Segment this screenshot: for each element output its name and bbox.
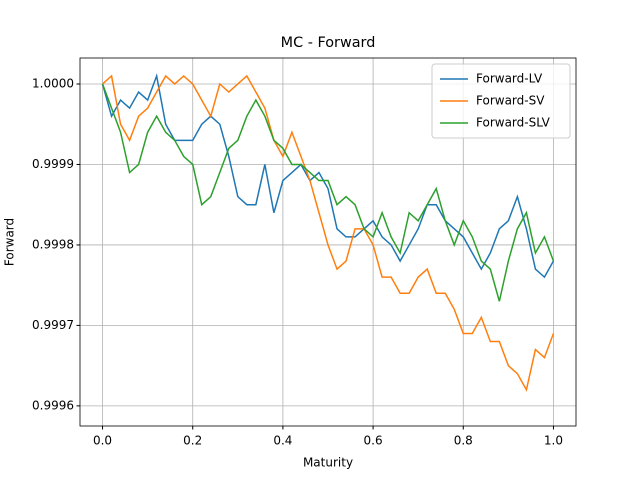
chart-title: MC - Forward bbox=[281, 35, 376, 51]
x-axis-label: Maturity bbox=[303, 456, 353, 470]
y-tick-label: 0.9999 bbox=[32, 157, 74, 171]
x-tick-label: 0.4 bbox=[273, 434, 292, 448]
series-line bbox=[102, 74, 555, 392]
x-tick-label: 0.2 bbox=[183, 434, 202, 448]
series-line bbox=[101, 73, 555, 279]
x-tick-label: 1.0 bbox=[544, 434, 563, 448]
y-tick-label: 0.9998 bbox=[32, 237, 74, 251]
y-axis-label: Forward bbox=[3, 218, 17, 266]
legend-label: Forward-LV bbox=[476, 72, 543, 86]
plot-frame bbox=[79, 57, 577, 427]
x-tick-label: 0.6 bbox=[364, 434, 383, 448]
series-line bbox=[101, 83, 555, 302]
legend-label: Forward-SV bbox=[476, 94, 545, 108]
y-tick-label: 1.0000 bbox=[32, 76, 74, 90]
x-tick-label: 0.0 bbox=[93, 434, 112, 448]
legend-label: Forward-SLV bbox=[476, 116, 551, 130]
y-tick-label: 0.9997 bbox=[32, 318, 74, 332]
x-tick-label: 0.8 bbox=[454, 434, 473, 448]
legend-box bbox=[431, 63, 571, 139]
y-tick-label: 0.9996 bbox=[32, 398, 74, 412]
